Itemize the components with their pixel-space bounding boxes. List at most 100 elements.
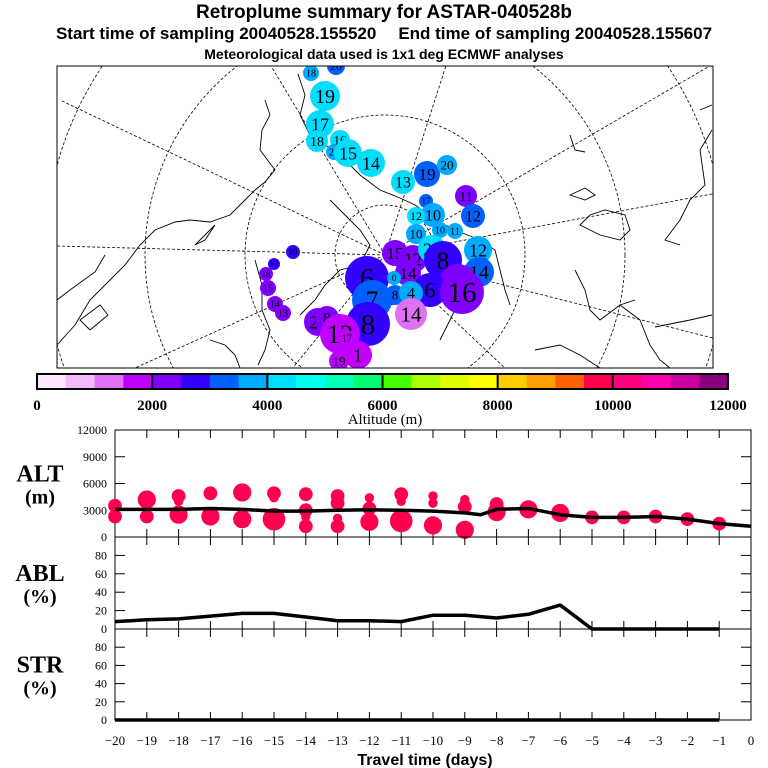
altitude-dot (108, 509, 122, 524)
coastline (619, 304, 671, 368)
plume-circle (464, 236, 492, 264)
colorbar-tick-label: 10000 (594, 398, 632, 414)
coastline (664, 129, 713, 246)
plot-title: Retroplume summary for ASTAR-040528b (196, 2, 572, 23)
panel-str: 0 20 40 60 80 STR(%) (17, 628, 752, 727)
colorbar-tick-label: 8000 (483, 398, 513, 414)
plume-day-label: 14 (362, 153, 380, 173)
x-tick-label: −9 (458, 733, 472, 748)
coastline (57, 254, 106, 301)
plume-circle (395, 260, 421, 286)
plume-day-label: 15 (339, 143, 357, 163)
x-tick-label: −11 (391, 733, 411, 748)
plume-circle (329, 351, 349, 368)
colorbar-segment (584, 374, 614, 389)
x-tick-label: −12 (359, 733, 379, 748)
plume-circle (310, 81, 340, 111)
plume-day-label: 20 (330, 59, 342, 73)
colorbar-segment (670, 374, 700, 389)
plume-day-label: 19 (315, 86, 335, 108)
plume-day-label: 8 (361, 309, 376, 341)
panel-alt: 0 3000 6000 9000 12000 ALT(m) (16, 423, 752, 544)
colorbar-segment (65, 374, 96, 389)
altitude-dot (396, 496, 406, 507)
colorbar-segment (468, 374, 499, 389)
x-tick-label: −2 (680, 733, 694, 748)
plume-circle (395, 298, 427, 330)
plume-circle (455, 185, 477, 207)
plume-circle (275, 305, 291, 321)
altitude-colorbar: 0 2000 4000 6000 8000 10000 12000 (33, 373, 747, 414)
altitude-dot (394, 487, 409, 502)
meridian (134, 254, 386, 368)
panel-abl: 0 20 40 60 80 ABL(%) (15, 536, 752, 636)
colorbar-tick-label: 6000 (368, 398, 398, 414)
plume-day-label: 12 (469, 240, 487, 260)
colorbar-segment (555, 374, 585, 389)
plume-day-label: 17 (422, 196, 432, 206)
altitude-dot (330, 496, 345, 511)
plume-day-label: 19 (289, 247, 299, 257)
plume-day-label: 20 (441, 158, 454, 173)
altitude-dot (139, 509, 154, 524)
meridian (57, 245, 386, 256)
altitude-dot (201, 507, 220, 526)
colorbar-segment (411, 374, 441, 389)
time-series-panels: 030006000900012000ALT(m)020406080ABL(%)0… (15, 423, 754, 748)
altitude-dot (298, 519, 313, 534)
y-tick-label: 0 (101, 530, 107, 544)
altitude-dot (262, 507, 286, 531)
panel-label: STR (17, 653, 64, 679)
x-tick-label: −7 (521, 733, 535, 748)
meridian (59, 99, 386, 256)
mean-altitude-line (115, 506, 752, 529)
plume-circle (334, 139, 362, 167)
meridian (270, 66, 386, 256)
plume-day-label: 15 (263, 284, 273, 295)
latitude-circle (244, 114, 526, 368)
x-tick-label: −16 (232, 733, 253, 748)
colorbar-segment (209, 374, 240, 389)
plume-circle (306, 130, 328, 152)
plume-day-label: 11 (450, 227, 460, 238)
y-tick-label: 9000 (83, 450, 107, 464)
panel-label: ALT (16, 462, 63, 488)
x-tick-label: −1 (712, 733, 726, 748)
coastline (254, 259, 271, 366)
plume-circle (406, 224, 426, 244)
colorbar-segment (37, 374, 67, 389)
y-tick-label: 60 (95, 658, 107, 672)
x-tick-label: −13 (327, 733, 347, 748)
x-tick-label: −18 (168, 733, 188, 748)
colorbar-tick-label: 4000 (252, 398, 282, 414)
met-data-label: Meteorological data used is 1x1 deg ECMW… (204, 46, 564, 62)
coastline (568, 187, 596, 201)
plume-circle (286, 245, 300, 259)
y-tick-label: 80 (95, 548, 107, 562)
map-frame (56, 65, 714, 369)
panel-unit-label: (%) (23, 586, 56, 608)
meridian (384, 254, 713, 339)
y-tick-label: 0 (101, 713, 107, 727)
x-tick-label: −17 (200, 733, 221, 748)
coastline (569, 134, 586, 153)
coastline (699, 104, 713, 111)
coastline (579, 209, 631, 241)
colorbar-segment (612, 374, 643, 389)
x-tick-label: 0 (748, 733, 755, 748)
plume-circle (260, 280, 276, 296)
plume-circle (339, 330, 355, 346)
plume-circle (407, 207, 425, 225)
altitude-dot (298, 487, 313, 502)
altitude-dot (428, 498, 438, 508)
x-tick-label: −4 (617, 733, 631, 748)
colorbar-label: Altitude (m) (348, 412, 423, 428)
plume-day-label: 13 (395, 175, 411, 192)
altitude-dot (330, 519, 345, 534)
colorbar-segment (94, 374, 124, 389)
plume-circle (391, 170, 415, 194)
altitude-dot (423, 516, 443, 535)
panel-unit-label: (%) (23, 678, 56, 700)
plume-day-label: 14 (401, 302, 423, 326)
colorbar-segment (641, 374, 671, 389)
